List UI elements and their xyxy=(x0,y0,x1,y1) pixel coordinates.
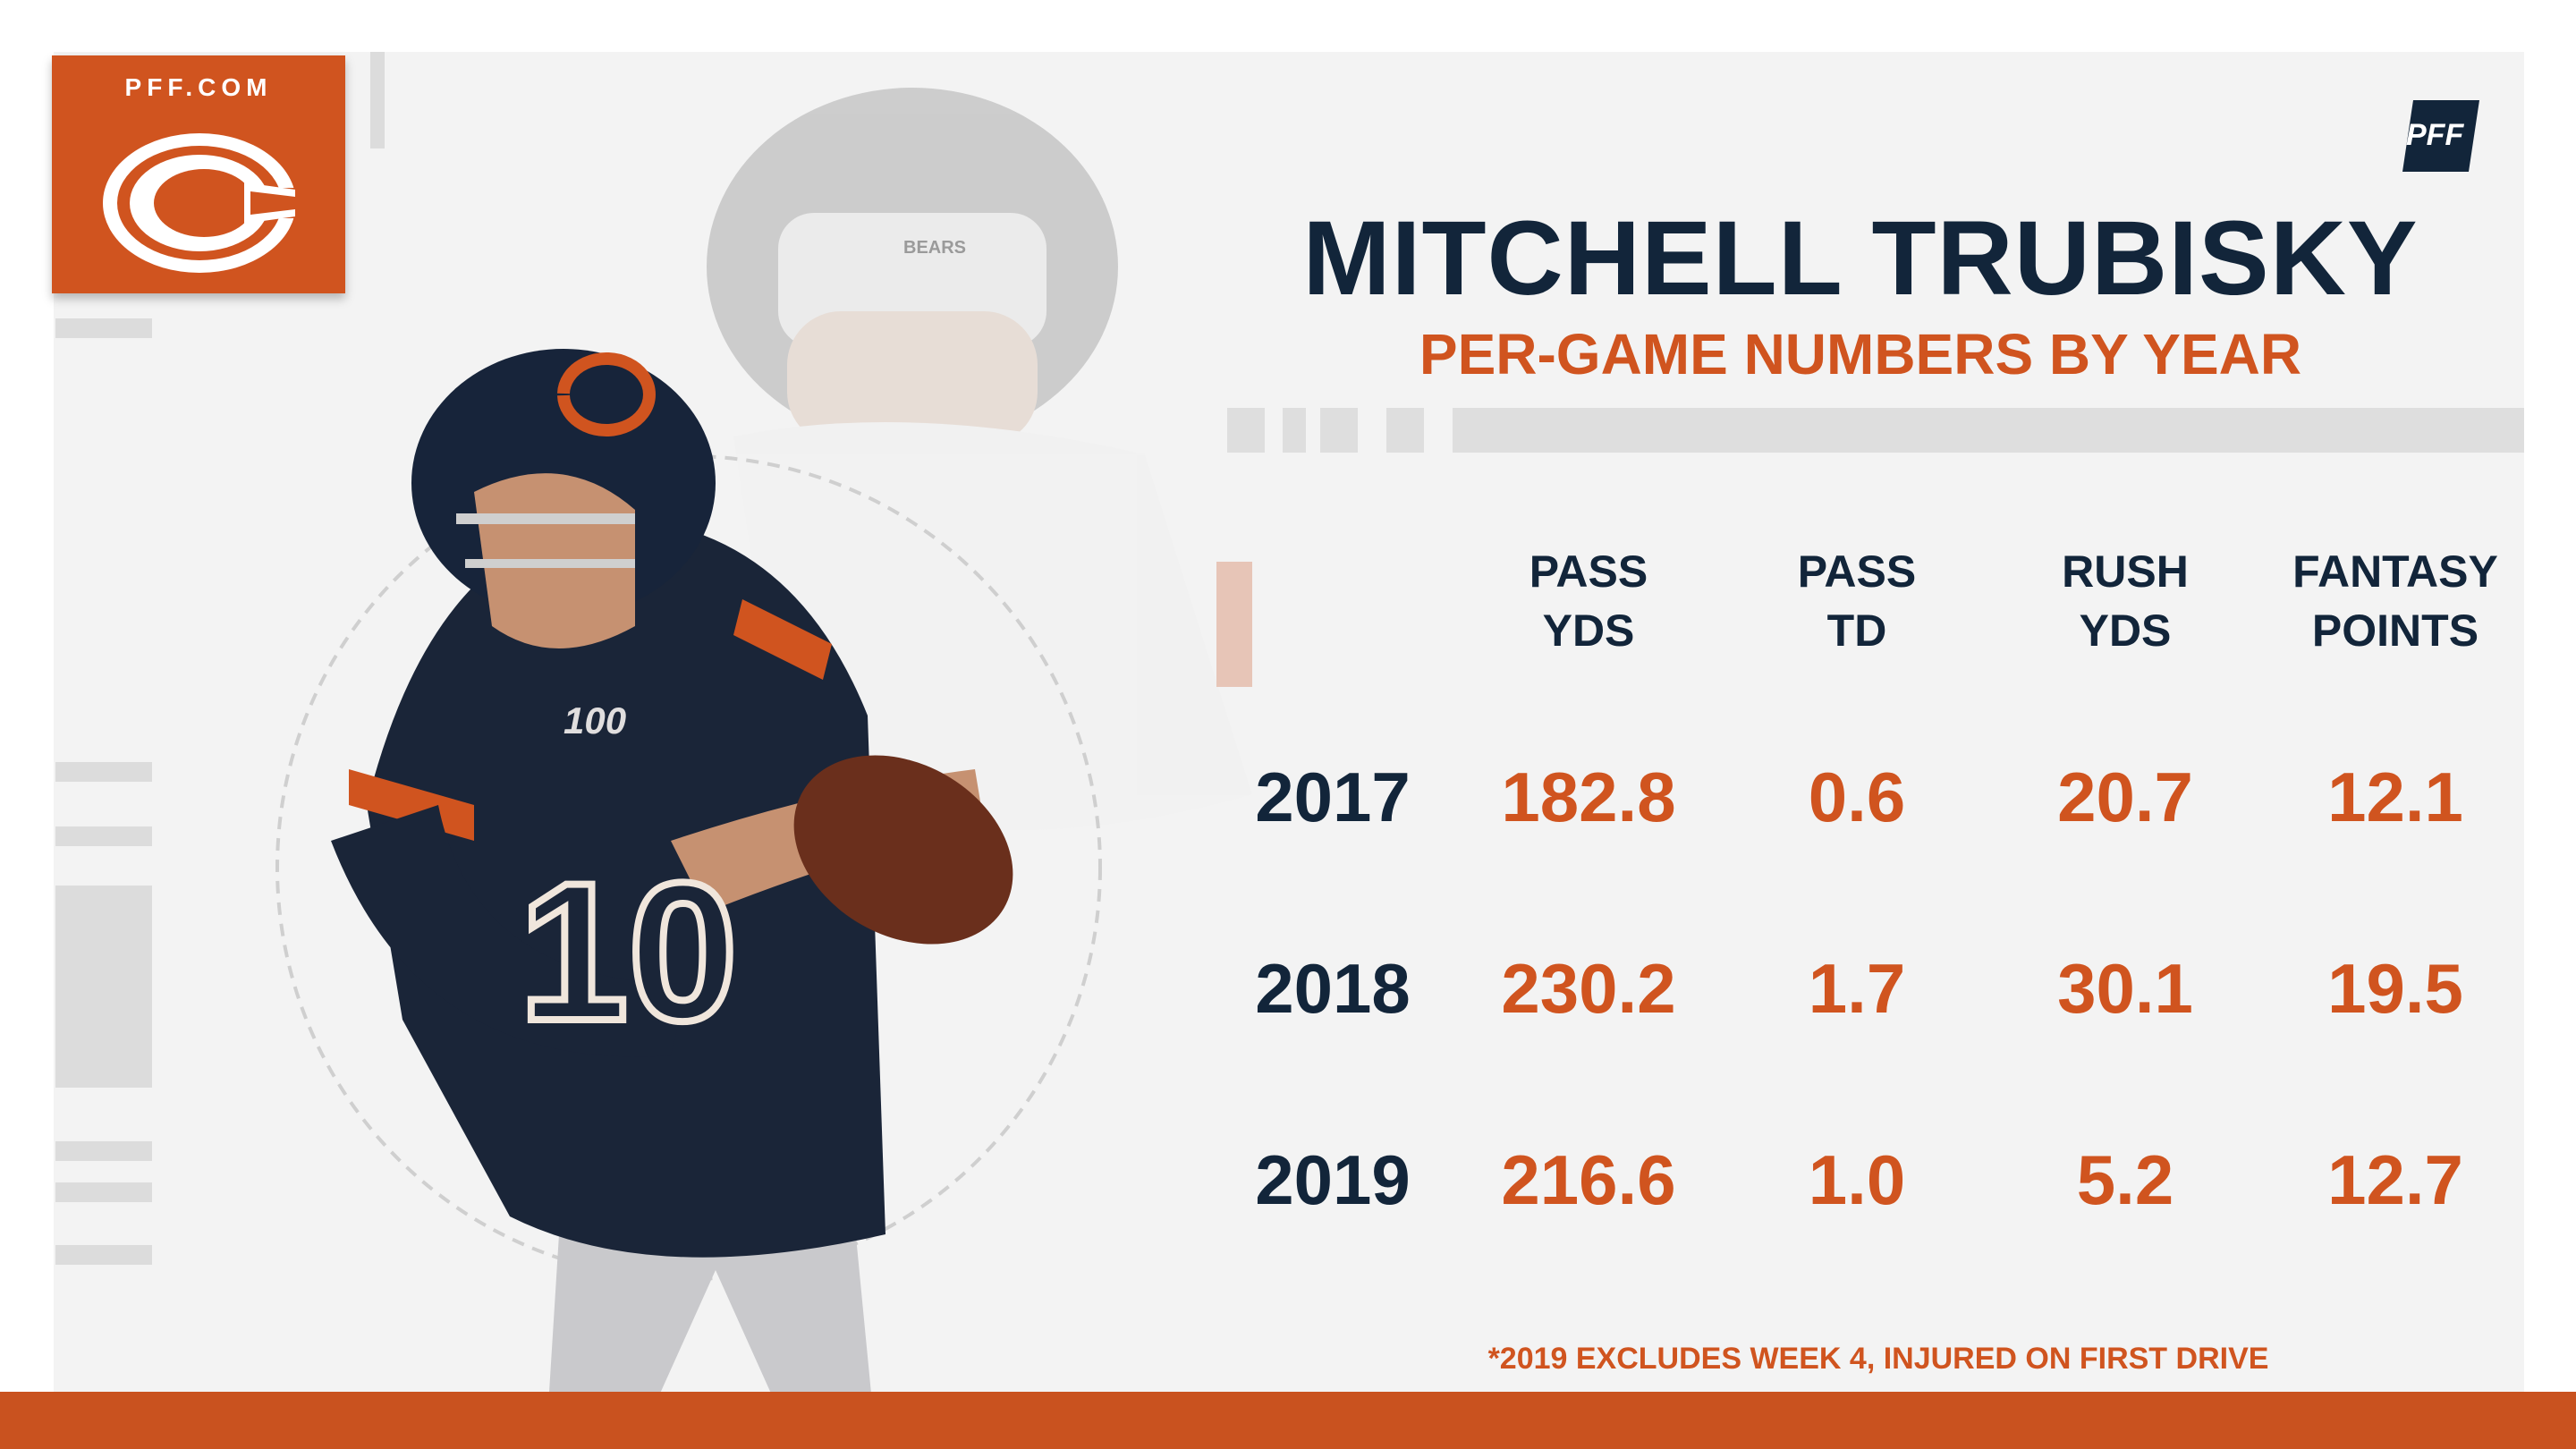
pff-mark-text: PFF xyxy=(2406,118,2464,152)
divider-segment xyxy=(1227,408,1265,453)
table-cell: 1.7 xyxy=(1808,949,1906,1028)
table-cell: 1.0 xyxy=(1808,1140,1906,1219)
table-cell: 12.7 xyxy=(2327,1140,2463,1219)
divider-bar xyxy=(1453,408,2524,453)
divider-segment xyxy=(1283,408,1306,453)
column-header-line: TD xyxy=(1826,606,1887,656)
column-header-pass-td: PASS TD xyxy=(1723,542,1991,660)
table-cell: 230.2 xyxy=(1501,949,1676,1028)
decor-bar xyxy=(55,1245,152,1265)
decor-block xyxy=(55,886,152,1088)
footnote: *2019 EXCLUDES WEEK 4, INJURED ON FIRST … xyxy=(1487,1342,2269,1376)
team-logo-box: PFF.COM xyxy=(52,55,345,293)
site-label: PFF.COM xyxy=(124,73,273,101)
table-cell: 0.6 xyxy=(1808,758,1906,836)
divider-segment xyxy=(1386,408,1424,453)
centennial-patch: 100 xyxy=(564,699,626,741)
decor-bar xyxy=(55,1182,152,1202)
column-header-line: PASS xyxy=(1797,547,1917,597)
decor-bar xyxy=(55,826,152,846)
pff-logo-icon xyxy=(2402,100,2479,172)
column-header-rush-yds: RUSH YDS xyxy=(1991,542,2259,660)
column-header-line: YDS xyxy=(2079,606,2172,656)
jersey-number: 10 xyxy=(519,842,738,1062)
table-cell: 20.7 xyxy=(2057,758,2193,836)
row-year: 2019 xyxy=(1255,1140,1411,1219)
column-header-line: PASS xyxy=(1529,547,1648,597)
table-cell: 12.1 xyxy=(2327,758,2463,836)
table-cell: 19.5 xyxy=(2327,949,2463,1028)
column-header-line: RUSH xyxy=(2062,547,2189,597)
row-year: 2018 xyxy=(1255,949,1411,1028)
helmet-text-bg: BEARS xyxy=(903,238,966,258)
decor-bar xyxy=(55,318,152,338)
page-title: MITCHELL TRUBISKY xyxy=(1302,199,2419,318)
table-cell: 5.2 xyxy=(2076,1140,2174,1219)
column-header-line: POINTS xyxy=(2311,606,2479,656)
table-cell: 182.8 xyxy=(1501,758,1676,836)
decor-bar xyxy=(55,1141,152,1161)
column-header-fantasy-points: FANTASY POINTS xyxy=(2261,542,2529,660)
bottom-accent-bar xyxy=(0,1392,2576,1449)
page-subtitle: PER-GAME NUMBERS BY YEAR xyxy=(1419,322,2302,386)
column-header-line: FANTASY xyxy=(2292,547,2498,597)
divider-segment xyxy=(1320,408,1358,453)
helmet-text-fg: BEARS xyxy=(295,340,299,341)
chicago-c-logo-icon xyxy=(103,133,302,273)
column-header-line: YDS xyxy=(1542,606,1635,656)
table-cell: 216.6 xyxy=(1501,1140,1676,1219)
decor-bar xyxy=(55,762,152,782)
decor-bar xyxy=(370,52,385,148)
row-year: 2017 xyxy=(1255,758,1411,836)
column-header-pass-yds: PASS YDS xyxy=(1454,542,1723,660)
table-cell: 30.1 xyxy=(2057,949,2193,1028)
player-background-image: BEARS xyxy=(707,88,1252,830)
player-foreground-image: 10 100 BEARS xyxy=(295,340,1013,1449)
